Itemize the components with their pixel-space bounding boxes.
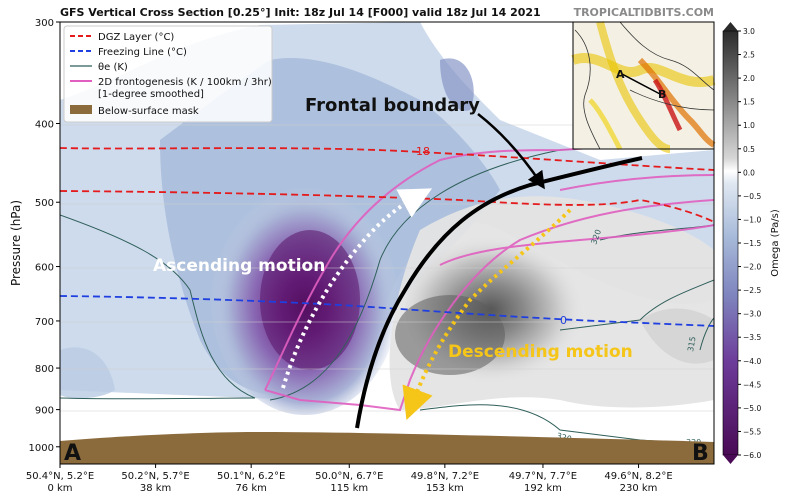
legend: DGZ Layer (°C) Freezing Line (°C) θe (K)… <box>63 25 273 123</box>
y-tick-label: 300 <box>35 18 54 29</box>
x-tick-label: 50.2°N, 5.7°E <box>121 471 189 482</box>
colorbar-tick-label: 0.0 <box>743 168 755 177</box>
descending-arrow <box>402 208 572 420</box>
theta-e-contours <box>60 139 714 446</box>
x-tick-label: 50.4°N, 5.2°E <box>26 471 94 482</box>
dgz-label-minus12: -12 <box>404 187 422 200</box>
x-tick-distance-label: 76 km <box>235 483 266 494</box>
x-tick-label: 50.1°N, 6.2°E <box>217 471 285 482</box>
below-surface-mask <box>60 432 714 464</box>
freezing-line <box>60 295 714 327</box>
colorbar-tick-label: −2.0 <box>743 263 761 272</box>
freezing-label-0: 0 <box>560 314 567 327</box>
legend-frontogenesis-label: 2D frontogenesis (K / 100km / 3hr) <box>98 77 272 88</box>
y-tick-label: 700 <box>35 317 54 328</box>
inset-map: A B <box>571 20 716 153</box>
x-tick-distance-label: 115 km <box>330 483 368 494</box>
x-tick-distance-label: 230 km <box>620 483 658 494</box>
y-tick-label: 500 <box>35 198 54 209</box>
descending-motion-label: Descending motion <box>448 342 633 362</box>
colorbar-tick-label: −6.0 <box>743 451 761 460</box>
dgz-label-minus18: -18 <box>412 145 430 158</box>
colorbar-tick-label: −0.5 <box>743 192 761 201</box>
x-tick-label: 49.6°N, 8.2°E <box>604 471 672 482</box>
y-tick-label: 400 <box>35 120 54 131</box>
x-tick-distance-label: 0 km <box>47 483 72 494</box>
colorbar-tick-label: 0.5 <box>743 145 755 154</box>
colorbar-tick-label: 3.0 <box>743 27 755 36</box>
ascending-arrow <box>281 188 433 389</box>
point-b-label: B <box>692 441 709 466</box>
colorbar-tick-label: −5.5 <box>743 427 761 436</box>
theta-label-315: 315 <box>686 336 698 353</box>
y-tick-label: 800 <box>35 364 54 375</box>
legend-theta-label: θe (K) <box>98 62 128 73</box>
colorbar-tick-label: −4.5 <box>743 380 761 389</box>
x-tick-distance-label: 192 km <box>524 483 562 494</box>
inset-section-line <box>621 73 661 95</box>
inset-label-a: A <box>616 68 625 81</box>
colorbar-tick-label: 1.0 <box>743 121 755 130</box>
x-tick-label: 49.8°N, 7.2°E <box>411 471 479 482</box>
y-axis: 300 400 500 600 700 800 900 1000 <box>29 18 60 454</box>
x-tick-distance-label: 38 km <box>140 483 171 494</box>
chart-title: GFS Vertical Cross Section [0.25°] Init:… <box>60 6 541 19</box>
colorbar-tick-label: −3.5 <box>743 333 761 342</box>
omega-field <box>60 22 714 415</box>
x-tick-distance-label: 153 km <box>426 483 464 494</box>
colorbar-tick-label: −1.0 <box>743 215 761 224</box>
x-tick-label: 49.7°N, 7.7°E <box>509 471 577 482</box>
frontogenesis-contours <box>264 139 714 412</box>
legend-mask-label: Below-surface mask <box>98 106 199 117</box>
colorbar-label: Omega (Pa/s) <box>770 209 781 277</box>
frontal-boundary-pointer <box>477 113 545 190</box>
colorbar-tick-label: −2.5 <box>743 286 761 295</box>
frontal-boundary-line <box>355 156 643 429</box>
colorbar-ticks: 3.0 2.5 2.0 1.5 1.0 0.5 0.0 −0.5 −1.0 −1.5 −2.0 −2.… <box>738 27 761 460</box>
y-tick-label: 600 <box>35 263 54 274</box>
x-axis: 50.4°N, 5.2°E0 km 50.2°N, 5.7°E38 km 50.1°… <box>26 464 673 494</box>
colorbar-tick-label: −5.0 <box>743 404 761 413</box>
colorbar-tick-label: 2.5 <box>743 51 755 60</box>
colorbar-tick-label: 2.0 <box>743 74 755 83</box>
y-tick-label: 1000 <box>29 443 54 454</box>
x-tick-label: 50.0°N, 6.7°E <box>315 471 383 482</box>
legend-dgz-label: DGZ Layer (°C) <box>98 32 174 43</box>
legend-mask-swatch <box>70 105 92 114</box>
point-a-label: A <box>64 441 81 466</box>
y-tick-label: 900 <box>35 406 54 417</box>
colorbar-tick-label: 1.5 <box>743 98 755 107</box>
colorbar: 3.0 2.5 2.0 1.5 1.0 0.5 0.0 −0.5 −1.0 −1.5 −2.0 −2.… <box>722 22 781 464</box>
frontal-boundary-label: Frontal boundary <box>305 95 480 116</box>
colorbar-tick-label: −3.0 <box>743 310 761 319</box>
colorbar-tick-label: −1.5 <box>743 239 761 248</box>
inset-label-b: B <box>658 88 666 101</box>
y-axis-label: Pressure (hPa) <box>9 200 23 286</box>
colorbar-tick-label: −4.0 <box>743 357 761 366</box>
brand-watermark: TROPICALTIDBITS.COM <box>574 6 714 19</box>
legend-frontogenesis-label2: [1-degree smoothed] <box>98 89 204 100</box>
ascending-motion-label: Ascending motion <box>153 256 325 276</box>
legend-freezing-label: Freezing Line (°C) <box>98 47 187 58</box>
